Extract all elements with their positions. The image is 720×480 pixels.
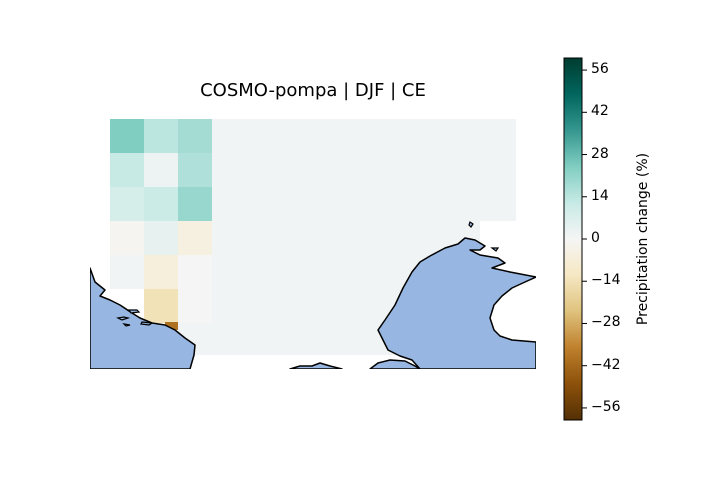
grid-cell xyxy=(178,255,212,289)
grid-cell xyxy=(110,153,144,187)
grid-cell xyxy=(110,221,144,255)
grid-cell xyxy=(178,153,212,187)
coast-island xyxy=(490,247,500,252)
colorbar-tick-label: 42 xyxy=(591,103,609,120)
grid-cell xyxy=(110,187,144,221)
colorbar-tick-label: −56 xyxy=(591,398,621,415)
grid-cells xyxy=(110,119,212,330)
colorbar-tick-label: 0 xyxy=(591,230,600,246)
grid-cell xyxy=(144,153,178,187)
grid-cell xyxy=(110,255,144,289)
grid-cell xyxy=(178,119,212,153)
sea-black-sea xyxy=(377,237,536,369)
grid-cell xyxy=(178,221,212,255)
colorbar xyxy=(563,57,583,421)
coast-island xyxy=(140,321,154,326)
sea-aegean xyxy=(289,362,343,369)
colorbar-label: Precipitation change (%) xyxy=(635,152,652,326)
coast-island xyxy=(122,323,131,327)
coast-island xyxy=(468,221,474,228)
map-title: COSMO-pompa | DJF | CE xyxy=(200,80,426,101)
colorbar-tick-label: 56 xyxy=(591,61,609,78)
grid-cell xyxy=(144,119,178,153)
grid-cell xyxy=(110,119,144,153)
sea-marmara xyxy=(369,359,421,369)
grid-cell xyxy=(144,221,178,255)
colorbar-tick-label: −42 xyxy=(591,356,621,373)
grid-cell xyxy=(165,322,178,330)
colorbar-ticks xyxy=(582,69,587,409)
coast-island xyxy=(116,316,131,321)
grid-cell xyxy=(178,187,212,221)
grid-cell xyxy=(144,187,178,221)
coast-island xyxy=(127,309,141,314)
grid-cell xyxy=(144,289,178,323)
colorbar-tick-label: −14 xyxy=(591,272,621,289)
colorbar-tick-label: −28 xyxy=(591,314,621,331)
grid-cell xyxy=(178,289,212,323)
colorbar-tick-label: 14 xyxy=(591,187,609,204)
grid-cell xyxy=(144,255,178,289)
colorbar-tick-label: 28 xyxy=(591,145,609,162)
